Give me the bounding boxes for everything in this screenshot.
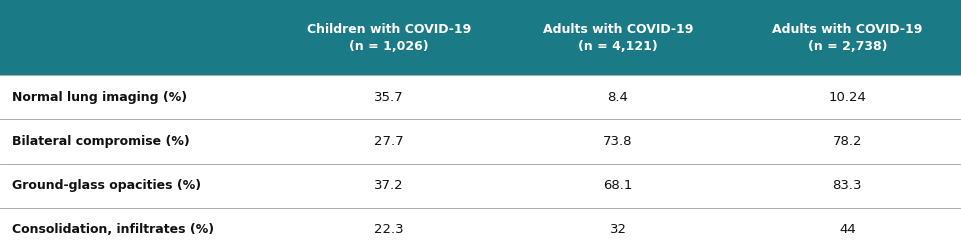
Text: Consolidation, infiltrates (%): Consolidation, infiltrates (%): [12, 223, 213, 236]
Bar: [0, 164, 961, 208]
Text: 32: 32: [609, 223, 626, 236]
Bar: [0, 208, 961, 252]
Bar: [0, 119, 961, 164]
Text: Ground-glass opacities (%): Ground-glass opacities (%): [12, 179, 201, 192]
Text: Normal lung imaging (%): Normal lung imaging (%): [12, 91, 186, 104]
Text: 83.3: 83.3: [831, 179, 861, 192]
Text: 44: 44: [838, 223, 854, 236]
Text: 10.24: 10.24: [827, 91, 865, 104]
Text: 78.2: 78.2: [831, 135, 861, 148]
Text: 27.7: 27.7: [374, 135, 404, 148]
Text: Bilateral compromise (%): Bilateral compromise (%): [12, 135, 189, 148]
Text: 22.3: 22.3: [374, 223, 404, 236]
Text: Children with COVID-19
(n = 1,026): Children with COVID-19 (n = 1,026): [307, 22, 471, 53]
Text: 37.2: 37.2: [374, 179, 404, 192]
Text: 68.1: 68.1: [603, 179, 632, 192]
Text: Adults with COVID-19
(n = 2,738): Adults with COVID-19 (n = 2,738): [772, 22, 922, 53]
Bar: [0, 0, 961, 75]
Text: 8.4: 8.4: [607, 91, 628, 104]
Bar: [0, 75, 961, 119]
Text: Adults with COVID-19
(n = 4,121): Adults with COVID-19 (n = 4,121): [542, 22, 693, 53]
Text: 73.8: 73.8: [603, 135, 632, 148]
Text: 35.7: 35.7: [374, 91, 404, 104]
